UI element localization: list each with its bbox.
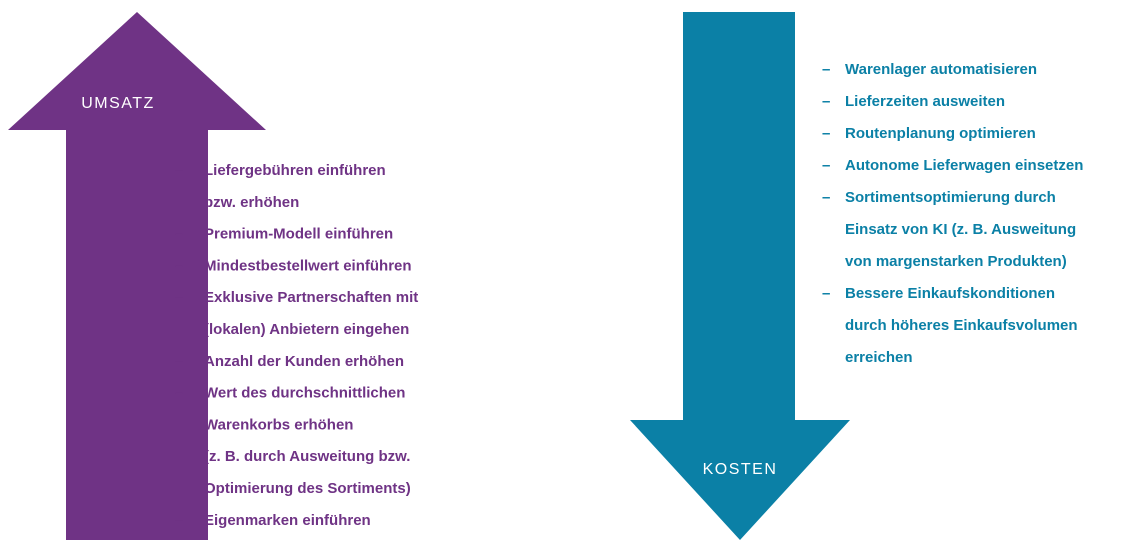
arrow-label: UMSATZ	[81, 95, 155, 112]
list-item: erreichen	[845, 349, 913, 366]
bullet-dash: –	[175, 162, 183, 179]
list-item: bzw. erhöhen	[204, 194, 299, 211]
bullet-dash: –	[822, 285, 830, 302]
bullet-dash: –	[822, 125, 830, 142]
list-item: Optimierung des Sortiments)	[204, 480, 411, 497]
bullet-dash: –	[175, 353, 183, 370]
bullet-dash: –	[175, 226, 183, 243]
up-arrow	[8, 12, 266, 540]
bullet-dash: –	[175, 257, 183, 274]
list-item: Sortimentsoptimierung durch	[845, 189, 1056, 206]
list-item: Warenlager automatisieren	[845, 61, 1037, 78]
list-item: Einsatz von KI (z. B. Ausweitung	[845, 221, 1076, 238]
list-item: Exklusive Partnerschaften mit	[204, 289, 418, 306]
list-item: von margenstarken Produkten)	[845, 253, 1067, 270]
list-item: Bessere Einkaufskonditionen	[845, 285, 1055, 302]
arrow-label: KOSTEN	[703, 461, 778, 478]
list-item: Routenplanung optimieren	[845, 125, 1036, 142]
list-item: Mindestbestellwert einführen	[204, 257, 412, 274]
list-item: Anzahl der Kunden erhöhen	[204, 353, 404, 370]
list-item: Wert des durchschnittlichen	[204, 385, 405, 402]
bullet-dash: –	[175, 289, 183, 306]
list-item: Lieferzeiten ausweiten	[845, 93, 1005, 110]
list-item: Warenkorbs erhöhen	[204, 416, 353, 433]
bullet-dash: –	[822, 157, 830, 174]
list-item: Autonome Lieferwagen einsetzen	[845, 157, 1083, 174]
bullet-dash: –	[175, 385, 183, 402]
list-item: Premium-Modell einführen	[204, 226, 393, 243]
down-arrow	[630, 12, 850, 540]
list-item: (z. B. durch Ausweitung bzw.	[204, 448, 410, 465]
bullet-dash: –	[822, 93, 830, 110]
list-item: Eigenmarken einführen	[204, 512, 371, 529]
list-item: durch höheres Einkaufsvolumen	[845, 317, 1078, 334]
list-item: (lokalen) Anbietern eingehen	[204, 321, 409, 338]
list-item: Liefergebühren einführen	[204, 162, 386, 179]
bullet-dash: –	[822, 189, 830, 206]
bullet-dash: –	[822, 61, 830, 78]
bullet-dash: –	[175, 512, 183, 529]
